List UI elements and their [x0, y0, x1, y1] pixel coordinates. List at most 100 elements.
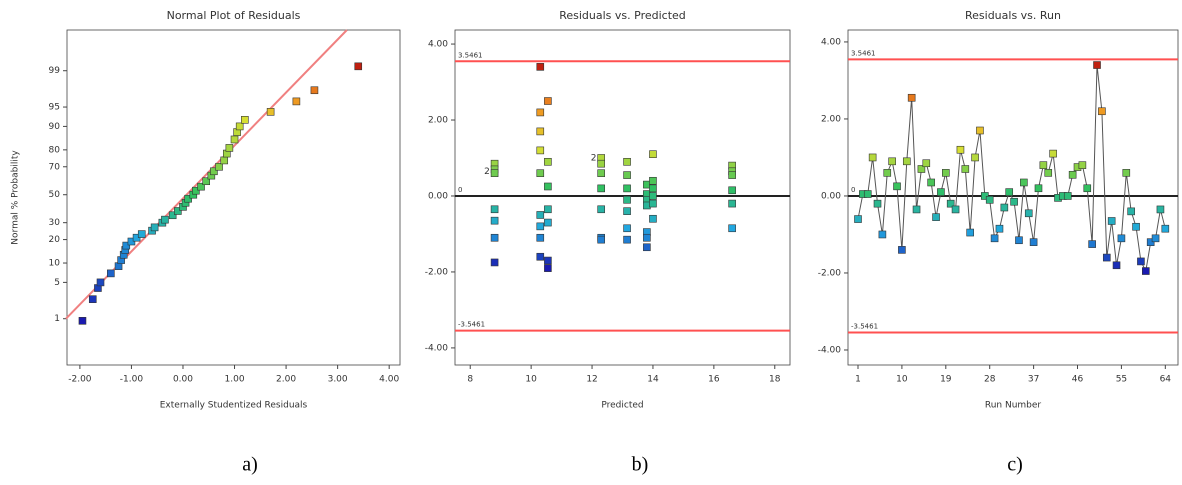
point: [893, 182, 901, 191]
point: [266, 108, 275, 116]
point: [1078, 161, 1087, 169]
point: [354, 62, 363, 71]
point: [1039, 161, 1048, 169]
point: [536, 252, 545, 261]
y-tick-label: 2.00: [821, 114, 841, 124]
y-tick-label: 90: [49, 122, 61, 132]
point: [912, 205, 921, 214]
point: [623, 195, 631, 204]
point: [490, 169, 499, 177]
point: [917, 165, 926, 173]
y-tick-label: 10: [49, 259, 61, 269]
y-tick-label: 1: [54, 314, 60, 324]
point: [544, 97, 552, 105]
x-tick-label: 37: [1028, 375, 1039, 385]
point: [1112, 261, 1121, 270]
x-tick-label: 55: [1116, 375, 1127, 385]
point: [174, 207, 182, 215]
point: [544, 264, 552, 272]
point: [1142, 267, 1150, 275]
x-tick-label: 12: [586, 375, 597, 385]
point: [150, 223, 159, 232]
x-axis-label: Run Number: [985, 401, 1042, 411]
point: [536, 127, 545, 136]
point: [230, 135, 239, 144]
annotation: 2: [484, 167, 490, 177]
point: [88, 295, 97, 303]
caption: a): [242, 454, 258, 476]
point: [649, 150, 657, 159]
point: [536, 169, 545, 177]
point: [210, 167, 218, 176]
point: [127, 237, 136, 246]
chart-title: Normal Plot of Residuals: [167, 9, 301, 22]
point: [597, 159, 605, 168]
point: [951, 205, 960, 214]
point: [728, 224, 736, 233]
reference-label: -3.5461: [458, 321, 485, 329]
y-tick-label: -4.00: [818, 345, 842, 355]
x-tick-label: 2.00: [276, 375, 296, 385]
point: [863, 190, 872, 198]
x-tick-label: 46: [1072, 375, 1084, 385]
y-tick-label: 5: [54, 278, 60, 288]
x-tick-label: 1.00: [225, 375, 245, 385]
point: [96, 278, 105, 287]
point: [544, 256, 552, 265]
point: [1000, 203, 1009, 212]
point: [597, 169, 605, 177]
x-axis-label: Externally Studentized Residuals: [160, 401, 308, 411]
point: [544, 218, 552, 227]
x-tick-label: 0.00: [173, 375, 193, 385]
point: [1137, 257, 1145, 266]
point: [728, 171, 736, 179]
point: [536, 146, 545, 155]
point: [995, 224, 1004, 233]
point: [215, 162, 223, 171]
point: [1083, 184, 1092, 193]
x-axis-label: Predicted: [601, 401, 643, 411]
point: [649, 214, 657, 223]
point: [961, 165, 970, 173]
point: [192, 186, 200, 195]
point: [292, 97, 301, 106]
point: [1161, 224, 1170, 233]
point: [544, 205, 552, 214]
annotation: 2: [591, 153, 597, 163]
point: [490, 205, 499, 214]
point: [942, 169, 950, 177]
x-tick-label: 14: [647, 375, 659, 385]
x-tick-label: 1: [855, 375, 861, 385]
point: [883, 169, 892, 177]
point: [184, 194, 192, 203]
point: [898, 246, 906, 254]
point: [643, 243, 651, 252]
point: [536, 63, 545, 71]
point: [490, 258, 499, 267]
point: [536, 222, 545, 231]
point: [1098, 107, 1106, 116]
caption: b): [632, 454, 649, 476]
point: [168, 211, 177, 220]
residual-line: [857, 64, 1166, 273]
point: [1151, 234, 1160, 243]
point: [907, 93, 916, 102]
y-tick-label: 4.00: [821, 37, 841, 47]
point: [1122, 169, 1131, 177]
y-tick-label: 50: [49, 190, 61, 200]
point: [1024, 209, 1033, 218]
point: [649, 184, 657, 193]
reference-label: 3.5461: [851, 49, 876, 57]
point: [1020, 178, 1028, 187]
y-tick-label: -2.00: [818, 268, 842, 278]
point: [220, 156, 229, 165]
x-tick-label: 28: [984, 375, 996, 385]
point: [623, 235, 631, 244]
point: [868, 153, 877, 162]
x-tick-label: 10: [525, 375, 537, 385]
point: [1063, 192, 1072, 200]
point: [544, 157, 552, 166]
point: [490, 233, 499, 242]
y-tick-label: 99: [49, 66, 61, 76]
point: [932, 213, 940, 221]
